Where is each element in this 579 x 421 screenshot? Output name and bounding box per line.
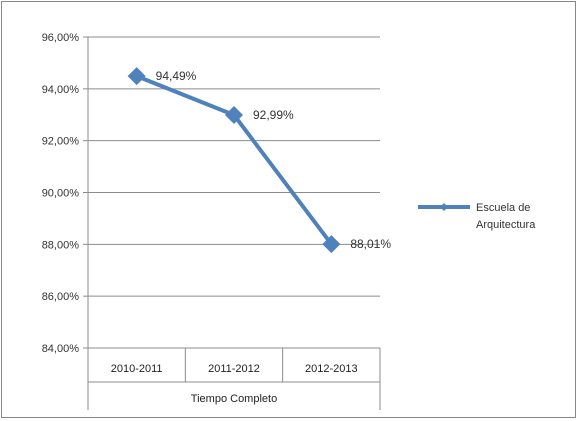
legend-label: Escuela de [476,202,530,214]
gridlines [88,36,380,349]
legend: Escuela de Arquitectura [418,202,536,231]
y-tick-label: 88,00% [42,239,80,251]
x-category-label: 2010-2011 [111,363,163,375]
y-tick-label: 92,00% [42,136,80,148]
axes [87,37,381,410]
legend-marker [440,203,448,211]
data-label: 94,49% [156,69,197,83]
series-layer: 94,49% 92,99% 88,01% [127,67,391,254]
x-axis-categories: 2010-2011 2011-2012 2012-2013 [111,363,358,375]
x-category-label: 2012-2013 [305,363,358,375]
y-tick-label: 84,00% [42,343,80,355]
data-label: 92,99% [253,108,294,122]
x-category-label: 2011-2012 [208,363,260,375]
series-line [135,74,333,246]
data-label: 88,01% [350,237,391,251]
data-point-marker [322,235,341,254]
y-tick-label: 86,00% [42,291,80,303]
legend-label: Arquitectura [476,219,536,231]
y-tick-label: 96,00% [42,32,80,44]
data-point-marker [127,67,146,86]
y-tick-label: 90,00% [42,188,80,200]
y-tick-label: 94,00% [42,84,80,96]
data-point-marker [225,106,243,125]
y-axis-ticks: 84,00% 86,00% 88,00% 90,00% 92,00% 94,00% 96,0… [42,32,88,355]
x-group-label: Tiempo Completo [191,393,277,405]
